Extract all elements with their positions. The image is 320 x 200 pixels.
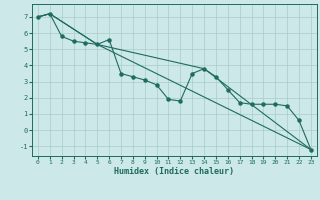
X-axis label: Humidex (Indice chaleur): Humidex (Indice chaleur) — [115, 167, 234, 176]
